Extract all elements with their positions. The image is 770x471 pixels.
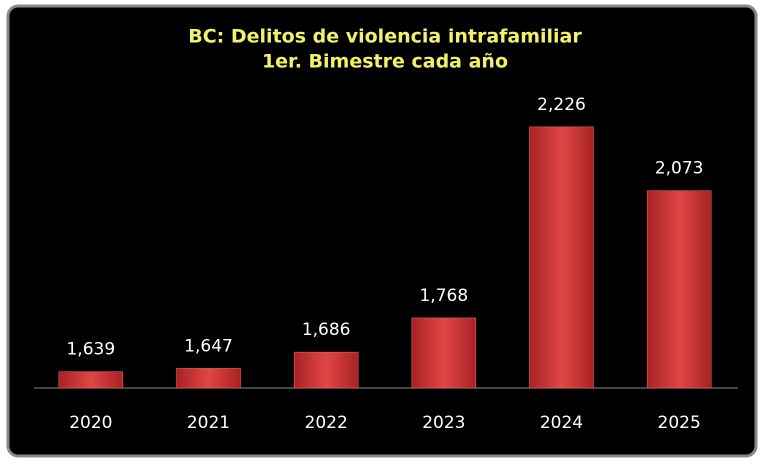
value-label: 2,073 [655,159,704,179]
bar [529,126,594,389]
bar [58,371,124,389]
chart-subtitle: 1er. Bimestre cada año [262,51,508,73]
bar [293,351,359,389]
bar [646,190,712,389]
value-label: 2,226 [537,95,586,115]
x-tick-label: 2022 [305,413,348,433]
chart-title: BC: Delitos de violencia intrafamiliar [188,26,582,48]
value-label: 1,647 [184,336,233,356]
x-tick-label: 2024 [540,413,583,433]
x-tick-label: 2020 [69,413,112,433]
x-tick-label: 2025 [658,413,701,433]
x-tick-label: 2021 [187,413,230,433]
bar [411,317,477,389]
bar [176,368,241,389]
x-tick-label: 2023 [422,413,465,433]
value-label: 1,639 [66,340,115,360]
value-label: 1,686 [302,320,351,340]
value-label: 1,768 [419,286,468,306]
